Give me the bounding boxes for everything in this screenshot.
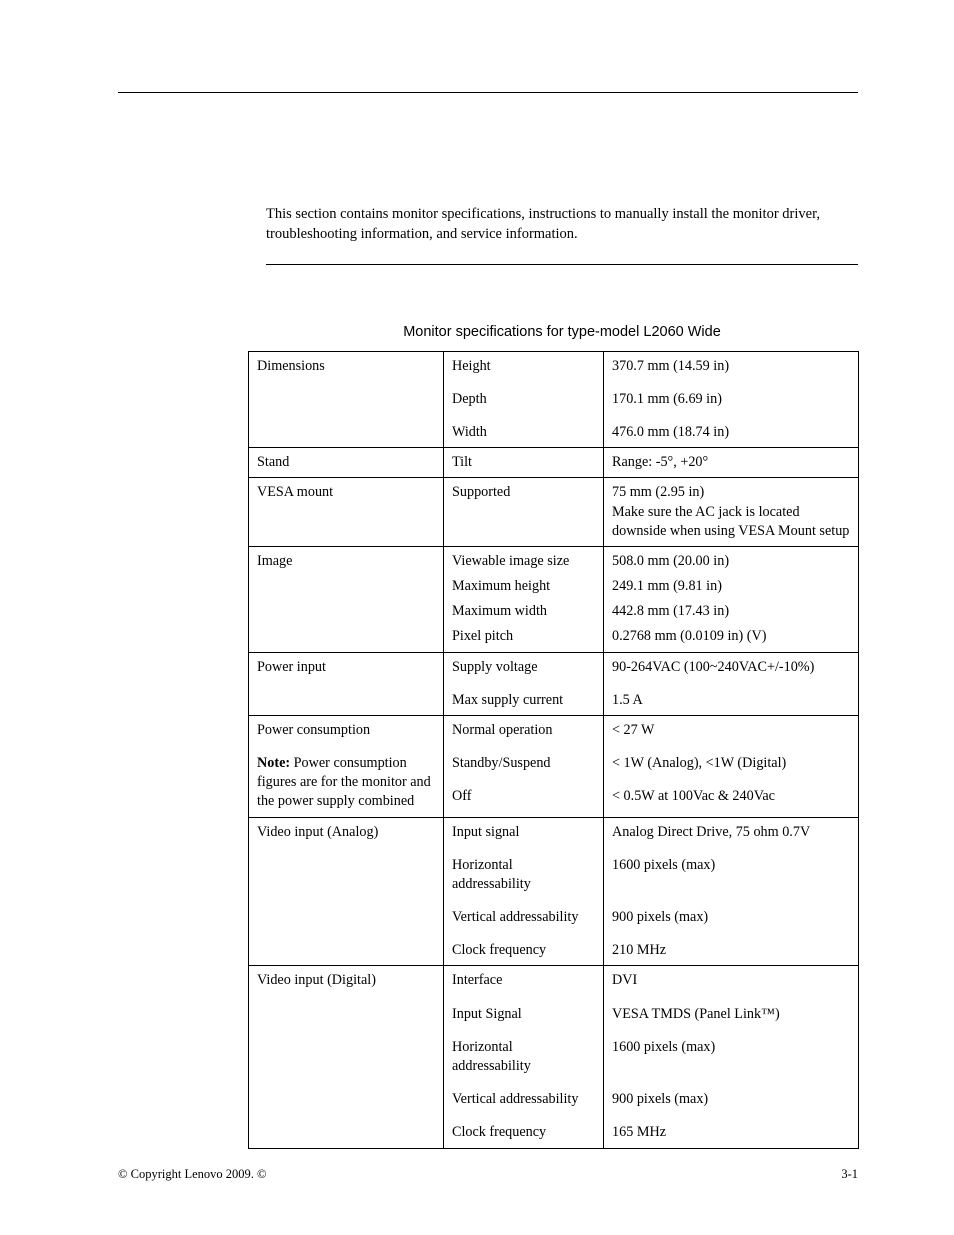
footer-page-number: 3-1	[841, 1166, 858, 1183]
row-dimensions: Dimensions Height Depth Width 370.7 mm (…	[249, 351, 859, 448]
row-vesa: VESA mount Supported 75 mm (2.95 in) Mak…	[249, 478, 859, 547]
param-label: Normal operation	[452, 721, 595, 740]
cell-category: Power consumption Note: Power consumptio…	[249, 715, 444, 817]
param-value: 165 MHz	[612, 1123, 850, 1142]
param-value: Analog Direct Drive, 75 ohm 0.7V	[612, 823, 850, 842]
param-label: Interface	[452, 971, 595, 990]
param-value: 75 mm (2.95 in)	[612, 483, 850, 502]
param-label: Pixel pitch	[452, 627, 595, 646]
cell-values: 370.7 mm (14.59 in) 170.1 mm (6.69 in) 4…	[604, 351, 859, 448]
param-label: Maximum width	[452, 602, 595, 621]
param-value: 476.0 mm (18.74 in)	[612, 423, 850, 442]
param-value: 0.2768 mm (0.0109 in) (V)	[612, 627, 850, 646]
param-label: Maximum height	[452, 577, 595, 596]
page-footer: © Copyright Lenovo 2009. © 3-1	[118, 1166, 858, 1183]
cell-params: Tilt	[444, 448, 604, 478]
cell-category: Video input (Analog)	[249, 817, 444, 966]
param-value: 442.8 mm (17.43 in)	[612, 602, 850, 621]
cell-values: Analog Direct Drive, 75 ohm 0.7V 1600 pi…	[604, 817, 859, 966]
cell-values: 508.0 mm (20.00 in) 249.1 mm (9.81 in) 4…	[604, 546, 859, 652]
param-label: Input Signal	[452, 1005, 595, 1024]
cell-params: Height Depth Width	[444, 351, 604, 448]
note-strong: Note:	[257, 755, 290, 771]
param-value: 210 MHz	[612, 941, 850, 960]
param-label: Horizontal addressability	[452, 1038, 595, 1076]
param-label: Horizontal addressability	[452, 856, 595, 894]
cell-category: Stand	[249, 448, 444, 478]
cell-category: Dimensions	[249, 351, 444, 448]
cell-params: Interface Input Signal Horizontal addres…	[444, 966, 604, 1148]
cell-params: Supply voltage Max supply current	[444, 652, 604, 715]
param-label: Max supply current	[452, 691, 595, 710]
param-value: 508.0 mm (20.00 in)	[612, 552, 850, 571]
intro-paragraph: This section contains monitor specificat…	[266, 205, 858, 244]
param-value: 249.1 mm (9.81 in)	[612, 577, 850, 596]
page-content: This section contains monitor specificat…	[0, 0, 954, 1189]
param-value: 90-264VAC (100~240VAC+/-10%)	[612, 658, 850, 677]
param-value: Make sure the AC jack is located downsid…	[612, 503, 850, 541]
cell-values: 75 mm (2.95 in) Make sure the AC jack is…	[604, 478, 859, 547]
rule-top	[118, 92, 858, 93]
param-value: DVI	[612, 971, 850, 990]
param-label: Height	[452, 357, 595, 376]
param-value: 1.5 A	[612, 691, 850, 710]
row-video-analog: Video input (Analog) Input signal Horizo…	[249, 817, 859, 966]
param-label: Width	[452, 423, 595, 442]
cell-category: Image	[249, 546, 444, 652]
param-label: Viewable image size	[452, 552, 595, 571]
param-label: Input signal	[452, 823, 595, 842]
param-label: Depth	[452, 390, 595, 409]
param-label: Clock frequency	[452, 1123, 595, 1142]
param-label: Vertical addressability	[452, 1090, 595, 1109]
param-label: Off	[452, 787, 595, 806]
cell-params: Normal operation Standby/Suspend Off	[444, 715, 604, 817]
param-label: Supply voltage	[452, 658, 595, 677]
footer-copyright: © Copyright Lenovo 2009. ©	[118, 1166, 267, 1183]
row-power-consumption: Power consumption Note: Power consumptio…	[249, 715, 859, 817]
row-video-digital: Video input (Digital) Interface Input Si…	[249, 966, 859, 1148]
cell-values: < 27 W < 1W (Analog), <1W (Digital) < 0.…	[604, 715, 859, 817]
param-label: Standby/Suspend	[452, 754, 595, 773]
param-value: 900 pixels (max)	[612, 1090, 850, 1109]
param-value: < 0.5W at 100Vac & 240Vac	[612, 787, 850, 806]
cell-params: Supported	[444, 478, 604, 547]
category-label: Power consumption	[257, 721, 435, 740]
param-value: 900 pixels (max)	[612, 908, 850, 927]
spec-table: Dimensions Height Depth Width 370.7 mm (…	[248, 351, 859, 1149]
param-value: 1600 pixels (max)	[612, 856, 850, 875]
table-caption: Monitor specifications for type-model L2…	[266, 323, 858, 343]
param-value: < 27 W	[612, 721, 850, 740]
param-value: 170.1 mm (6.69 in)	[612, 390, 850, 409]
param-label: Vertical addressability	[452, 908, 595, 927]
cell-category: Power input	[249, 652, 444, 715]
cell-category: VESA mount	[249, 478, 444, 547]
cell-params: Viewable image size Maximum height Maxim…	[444, 546, 604, 652]
param-value: VESA TMDS (Panel Link™)	[612, 1005, 850, 1024]
cell-values: 90-264VAC (100~240VAC+/-10%) 1.5 A	[604, 652, 859, 715]
row-image: Image Viewable image size Maximum height…	[249, 546, 859, 652]
category-note: Note: Power consumption figures are for …	[257, 754, 435, 812]
row-power-input: Power input Supply voltage Max supply cu…	[249, 652, 859, 715]
param-value: 370.7 mm (14.59 in)	[612, 357, 850, 376]
param-value: 1600 pixels (max)	[612, 1038, 850, 1057]
rule-mid	[266, 264, 858, 265]
param-value: < 1W (Analog), <1W (Digital)	[612, 754, 850, 773]
cell-category: Video input (Digital)	[249, 966, 444, 1148]
row-stand: Stand Tilt Range: -5°, +20°	[249, 448, 859, 478]
cell-params: Input signal Horizontal addressability V…	[444, 817, 604, 966]
cell-values: DVI VESA TMDS (Panel Link™) 1600 pixels …	[604, 966, 859, 1148]
cell-values: Range: -5°, +20°	[604, 448, 859, 478]
param-label: Clock frequency	[452, 941, 595, 960]
